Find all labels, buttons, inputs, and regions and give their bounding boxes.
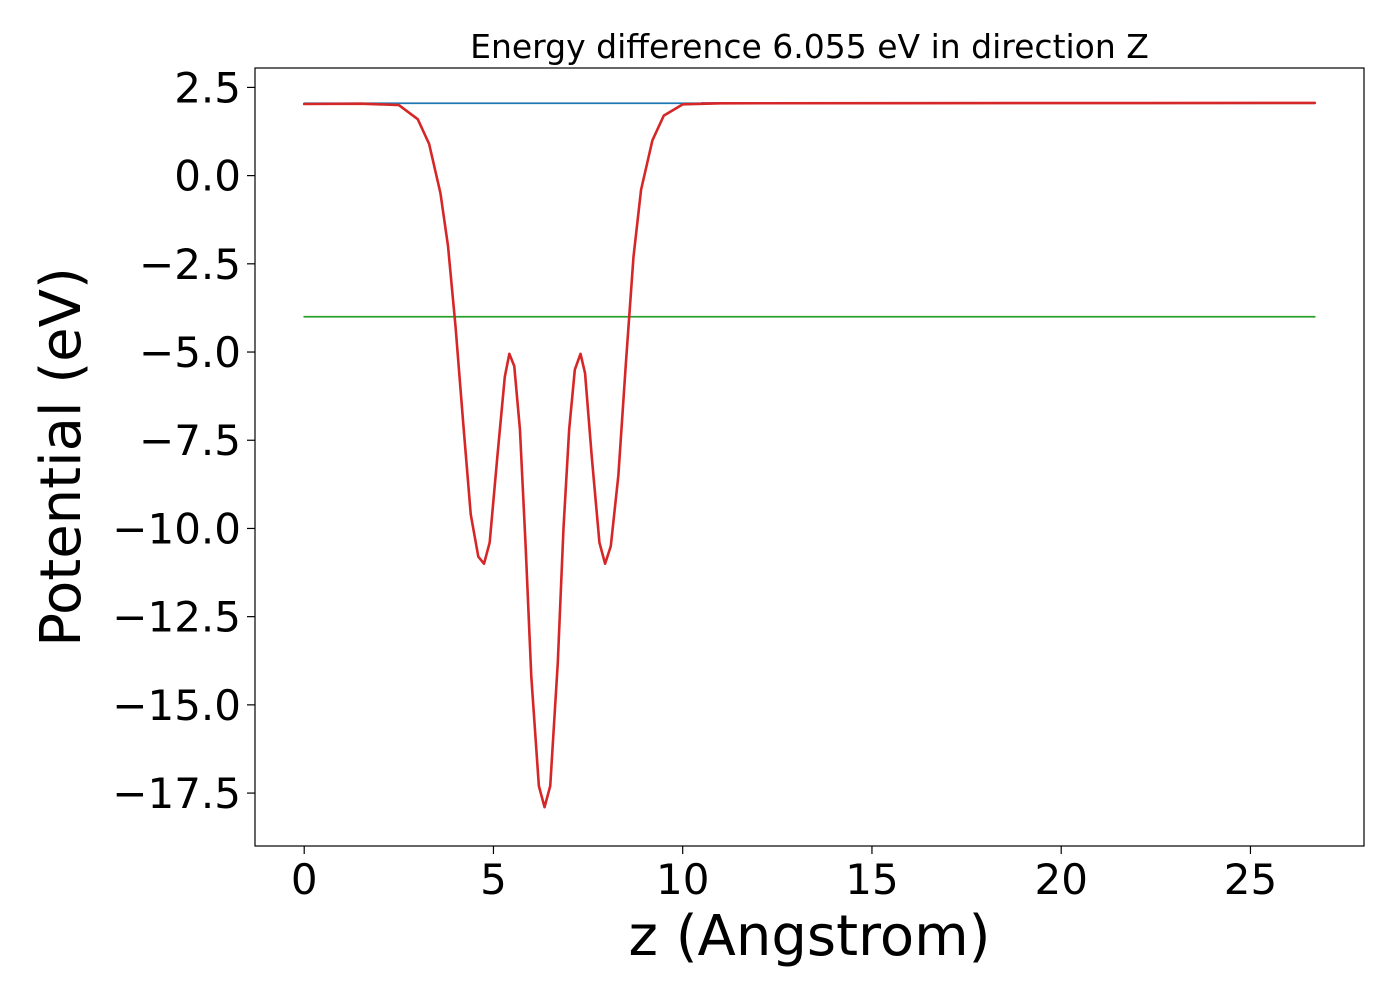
x-tick-label: 5	[480, 855, 507, 904]
plot-area	[254, 67, 1365, 847]
y-tick-label: 2.5	[174, 63, 241, 112]
x-tick-label: 25	[1224, 855, 1277, 904]
y-tick-label: −12.5	[112, 593, 241, 642]
y-tick-label: −17.5	[112, 769, 241, 818]
y-axis-label: Potential (eV)	[29, 267, 94, 647]
y-tick-label: 0.0	[174, 152, 241, 201]
x-tick-label: 20	[1034, 855, 1087, 904]
y-tick-label: −5.0	[139, 328, 241, 377]
plot-frame	[254, 67, 1365, 847]
x-axis-label: z (Angstrom)	[629, 904, 991, 969]
x-tick-label: 10	[656, 855, 709, 904]
x-tick-label: 15	[845, 855, 898, 904]
series-line-3	[302, 101, 1317, 809]
y-tick-label: −2.5	[139, 240, 241, 289]
x-axis-ticks: 0 5 10 15 20 25	[291, 846, 1277, 904]
y-axis-ticks: 2.5 0.0 −2.5 −5.0 −7.5 −10.0 −12.5 −15.0 −17.5	[112, 63, 255, 818]
y-tick-label: −15.0	[112, 681, 241, 730]
chart-title: Energy difference 6.055 eV in direction …	[470, 27, 1149, 66]
y-tick-label: −7.5	[139, 416, 241, 465]
x-tick-label: 0	[291, 855, 318, 904]
y-tick-label: −10.0	[112, 504, 241, 553]
